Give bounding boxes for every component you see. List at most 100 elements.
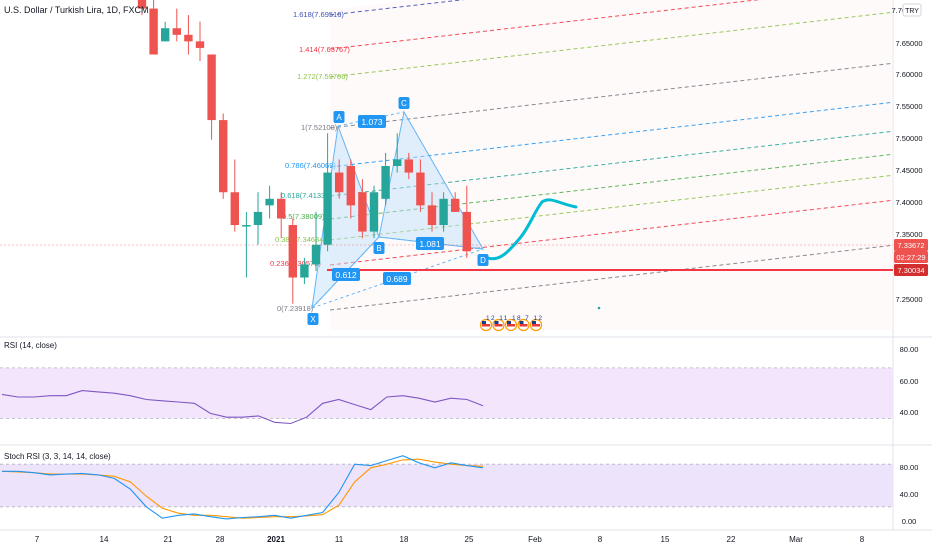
economic-events-group <box>479 318 543 332</box>
candle <box>207 54 216 140</box>
price-tick-label: 7.35000 <box>895 230 922 239</box>
price-tick-label: 7.40000 <box>895 198 922 207</box>
pattern-ratio-badge <box>416 237 444 250</box>
fib-fan-line <box>329 62 894 129</box>
event-flag-canton <box>482 321 486 324</box>
candle-body <box>207 54 216 121</box>
pattern-ac-dashed <box>337 111 405 127</box>
candle-body <box>195 41 205 48</box>
candle <box>404 152 413 180</box>
time-tick-label: 25 <box>465 535 474 544</box>
time-tick-label: 2021 <box>267 535 285 544</box>
pattern-ratio: 1.081 <box>416 237 444 250</box>
candle-body <box>439 198 448 226</box>
pattern-ratio-badge <box>358 115 386 128</box>
pattern-ratio-badge <box>332 268 360 281</box>
fib-fan-line <box>329 244 894 311</box>
candle <box>172 8 181 42</box>
pattern-point-badge <box>373 242 385 254</box>
candle <box>358 179 367 239</box>
fib-level-label: 0.786(7.46069) <box>285 161 336 170</box>
event-flag-stripe <box>494 324 503 327</box>
candle-body <box>288 225 297 278</box>
stoch-band <box>0 464 893 507</box>
candle-body <box>369 192 379 232</box>
candle <box>149 0 158 55</box>
pattern-ratio-badge <box>383 272 411 285</box>
events-label: 12 11 18 7 12 <box>486 315 542 322</box>
candle <box>416 159 425 212</box>
rsi-line <box>1 390 484 425</box>
candle <box>277 192 286 239</box>
candle <box>219 113 228 199</box>
candle-body <box>416 172 425 206</box>
candle <box>381 152 390 206</box>
candle <box>288 218 297 304</box>
candle-body <box>242 225 251 227</box>
candle <box>369 185 379 239</box>
candle <box>427 192 437 232</box>
price-tag: 7.33672 <box>894 239 928 251</box>
candle-body <box>393 159 402 166</box>
fib-level-label: 0.5(7.38009) <box>282 212 325 221</box>
price-tag-box <box>894 239 928 251</box>
drawn-arrow-annotation <box>486 198 578 261</box>
candle-body <box>253 211 263 226</box>
candle <box>323 133 332 252</box>
rsi-tick-label: 60.00 <box>900 377 919 386</box>
candle <box>451 192 460 212</box>
rsi-tick-label: 40.00 <box>900 408 919 417</box>
candle-body <box>137 0 147 9</box>
price-tick-label: 7.45000 <box>895 166 922 175</box>
fib-fan-line <box>329 11 894 78</box>
pattern-point-label: B <box>376 244 381 253</box>
chart-title: U.S. Dollar / Turkish Lira, 1D, FXCM <box>4 5 149 15</box>
event-flag-stripe <box>482 324 490 327</box>
price-tick-label: 7.65000 <box>895 39 922 48</box>
candles-group <box>137 0 471 304</box>
event-flag-stripe <box>532 324 540 327</box>
stoch-k-line <box>2 455 484 520</box>
price-tick-label: 7.60000 <box>895 70 922 79</box>
candle <box>195 21 205 62</box>
price-tag-box <box>894 264 928 276</box>
pattern-point-a: A <box>333 111 345 123</box>
time-tick-label: 14 <box>100 535 109 544</box>
event-flag-canton <box>519 321 524 324</box>
time-tick-label: 21 <box>164 535 173 544</box>
price-tag-label: 7.30034 <box>897 266 924 275</box>
time-tick-label: 8 <box>598 535 603 544</box>
candle-body <box>462 211 471 252</box>
candle-body <box>184 34 193 42</box>
candle <box>462 185 471 258</box>
candle <box>242 211 251 278</box>
stoch-tick-label: 40.00 <box>900 490 919 499</box>
candle-body <box>311 244 321 265</box>
candle <box>346 159 355 219</box>
candle-body <box>358 192 367 232</box>
candle-body <box>451 198 460 212</box>
candle <box>311 211 321 271</box>
pattern-ratio-label: 1.073 <box>361 117 383 127</box>
event-flag-stripe <box>519 324 528 327</box>
pattern-ratio: 1.073 <box>358 115 386 128</box>
fib-level-label: 1.272(7.59766) <box>297 72 348 81</box>
candle <box>137 0 147 16</box>
candle-body <box>149 8 158 55</box>
candle-body <box>427 205 437 226</box>
fib-level-label: 1.414(7.63767) <box>299 45 350 54</box>
pattern-point-label: A <box>336 113 342 122</box>
pattern-point-c: C <box>398 97 410 109</box>
candle-body <box>230 192 239 226</box>
candle-body <box>335 172 344 193</box>
fib-fan-line <box>329 101 894 168</box>
fib-fan-line <box>329 199 894 266</box>
candle <box>439 192 448 232</box>
rsi-title: RSI (14, close) <box>4 341 57 350</box>
pattern-point-badge <box>307 313 319 325</box>
time-tick-label: Mar <box>789 535 803 544</box>
currency-badge-label: TRY <box>905 8 919 15</box>
fib-fan-line <box>329 0 465 16</box>
pattern-point-d: D <box>477 254 489 266</box>
